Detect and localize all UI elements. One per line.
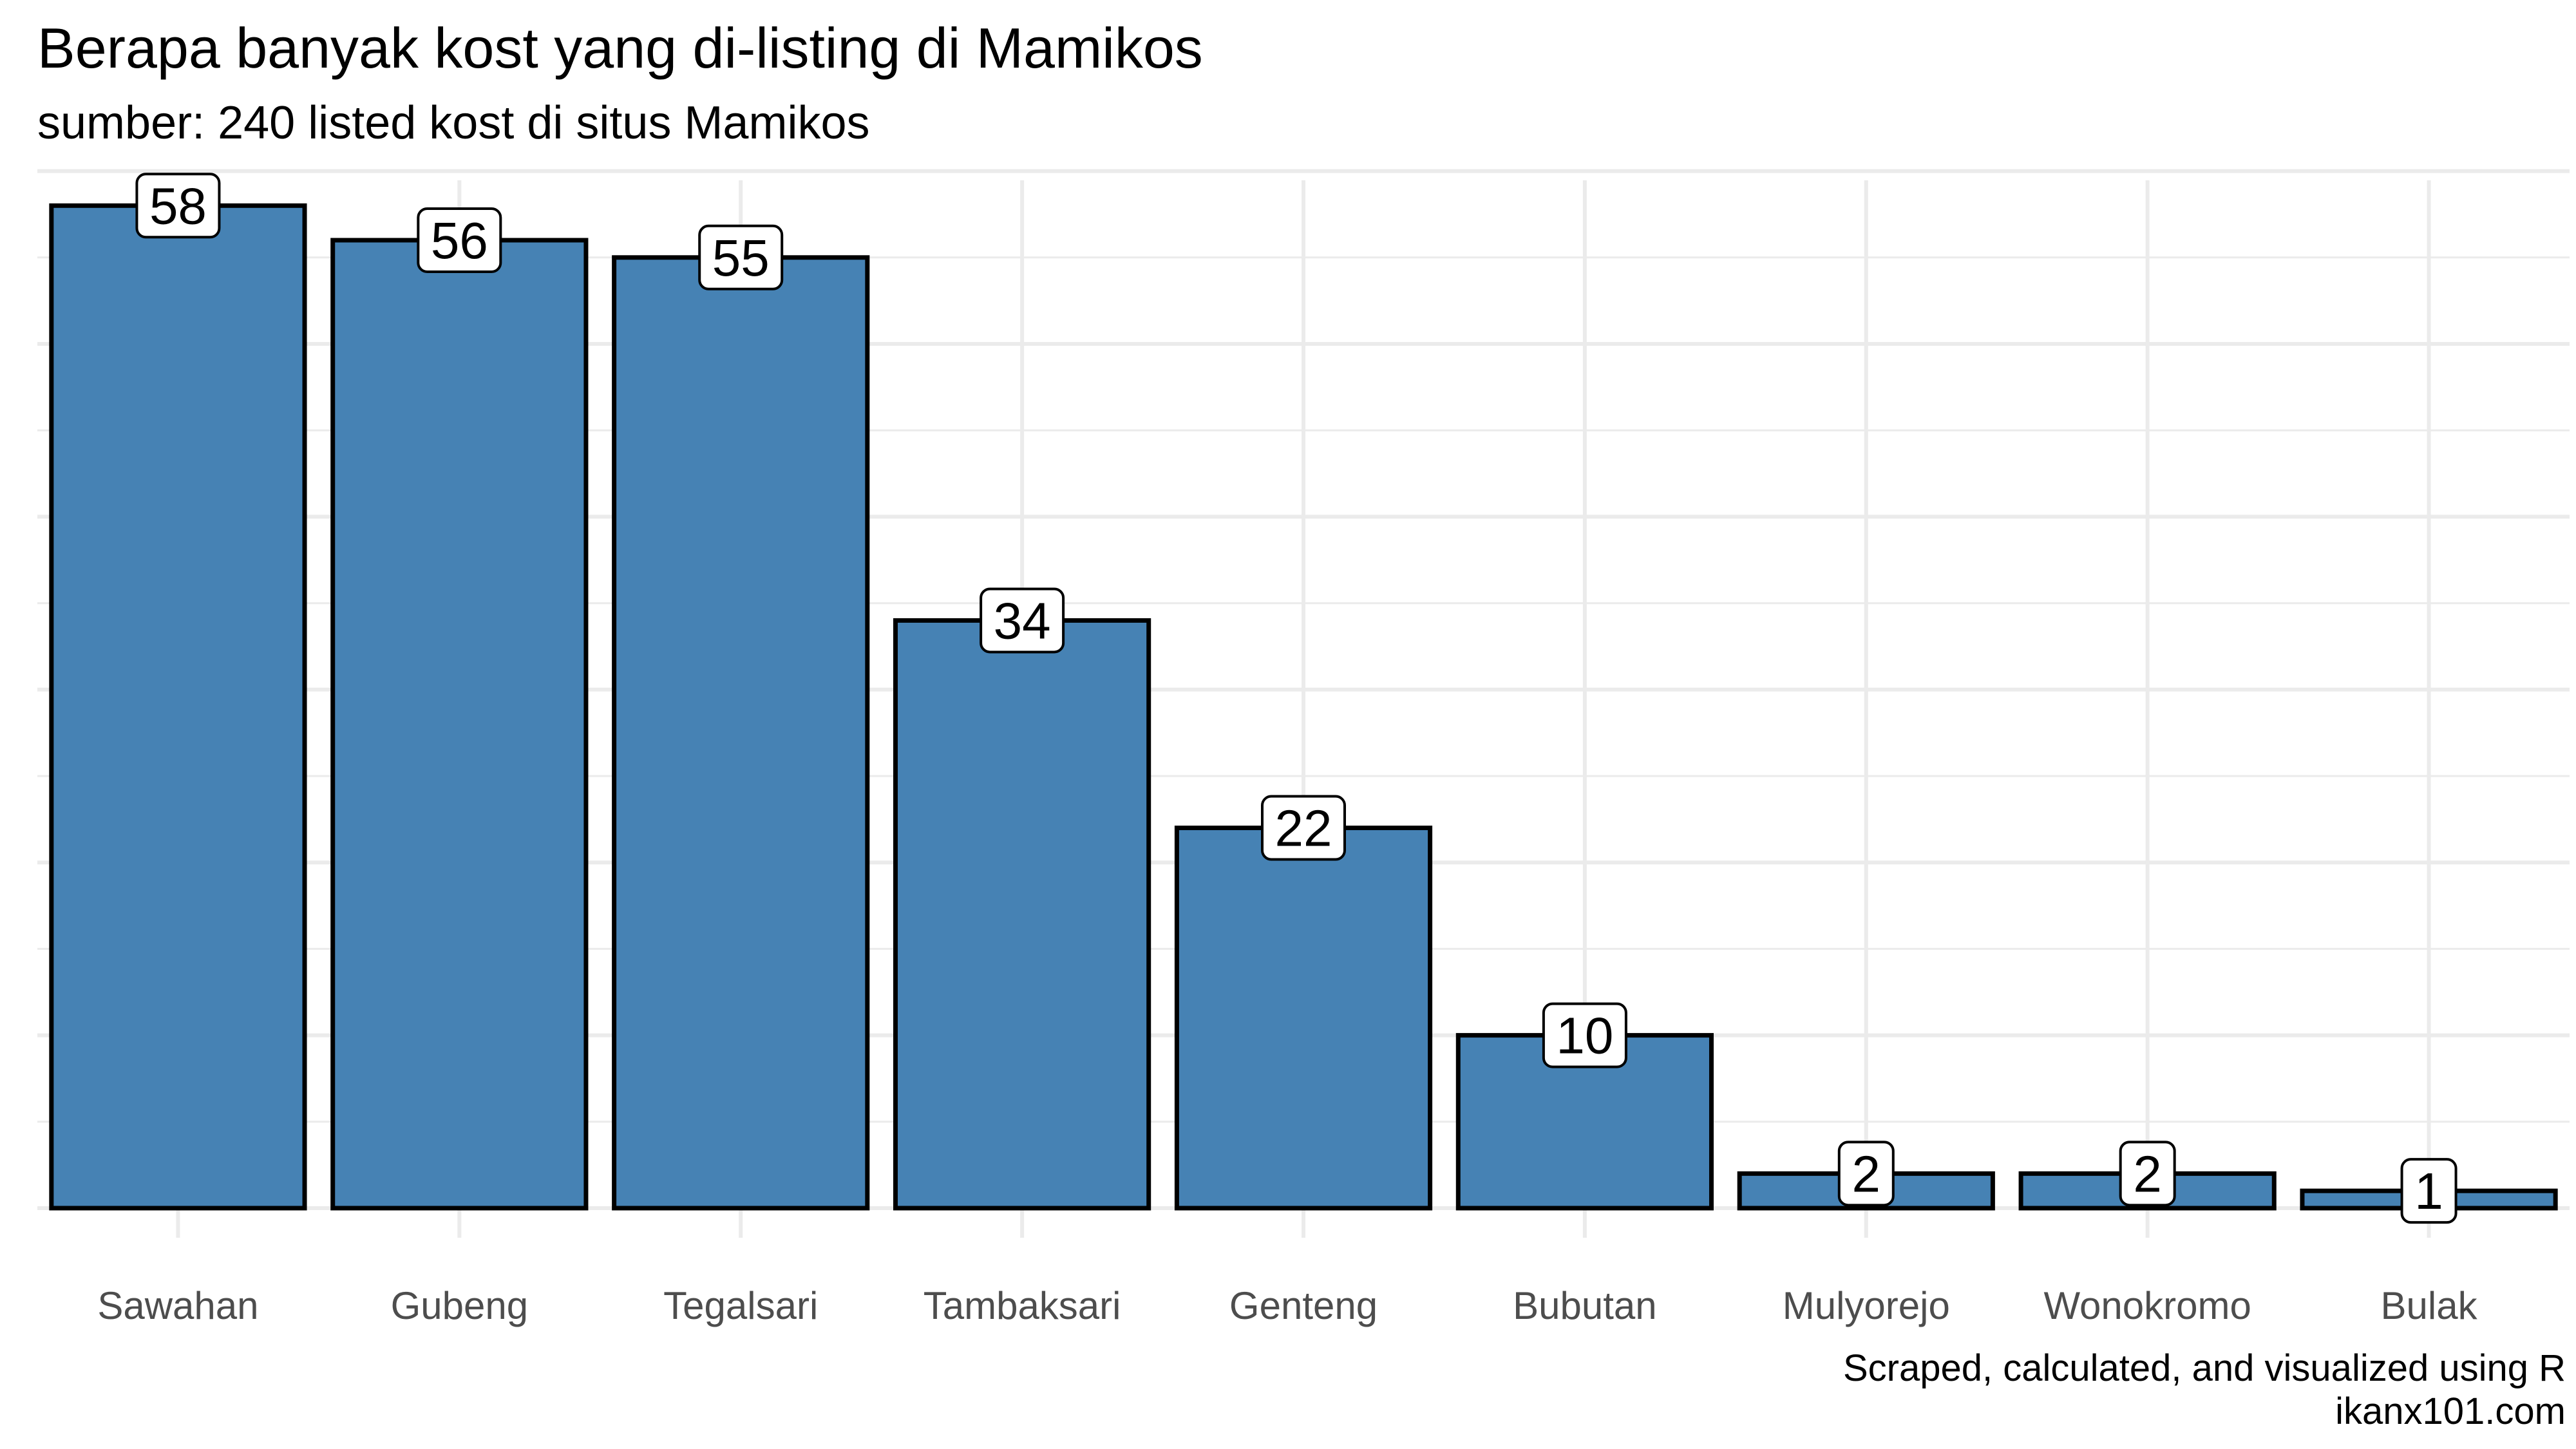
- data-label-text: 2: [1852, 1145, 1881, 1202]
- data-label-mulyorejo: 2: [1837, 1141, 1895, 1207]
- x-tick-label-bubutan: Bubutan: [1513, 1284, 1657, 1327]
- data-label-bubutan: 10: [1542, 1002, 1627, 1068]
- data-label-text: 34: [994, 592, 1051, 649]
- chart-title: Berapa banyak kost yang di-listing di Ma…: [37, 16, 1203, 80]
- bar-gubeng: [330, 238, 589, 1211]
- chart-caption: Scraped, calculated, and visualized usin…: [1843, 1347, 2566, 1433]
- data-label-box: [2400, 1158, 2458, 1224]
- data-label-text: 56: [431, 212, 488, 269]
- chart-subtitle: sumber: 240 listed kost di situs Mamikos: [37, 97, 870, 149]
- data-label-bulak: 1: [2400, 1158, 2458, 1224]
- bar-sawahan: [49, 203, 307, 1211]
- bar-genteng: [1174, 826, 1433, 1211]
- x-tick-label-genteng: Genteng: [1229, 1284, 1378, 1327]
- data-label-box: [1261, 795, 1346, 861]
- data-label-box: [135, 173, 221, 239]
- caption-line-2: ikanx101.com: [2335, 1390, 2566, 1432]
- data-label-box: [1542, 1002, 1627, 1068]
- bar-tegalsari: [612, 255, 870, 1211]
- data-label-wonokromo: 2: [2119, 1141, 2176, 1207]
- data-label-gubeng: 56: [417, 207, 502, 273]
- data-label-sawahan: 58: [135, 173, 221, 239]
- x-tick-label-tegalsari: Tegalsari: [663, 1284, 818, 1327]
- data-label-box: [1837, 1141, 1895, 1207]
- x-tick-label-gubeng: Gubeng: [391, 1284, 529, 1327]
- x-tick-labels: Sawahan Gubeng Tegalsari Tambaksari Genteng B…: [97, 1284, 2477, 1327]
- caption-line-1: Scraped, calculated, and visualized usin…: [1843, 1347, 2566, 1389]
- bars: [49, 203, 2558, 1211]
- data-label-box: [698, 224, 784, 290]
- data-label-text: 10: [1556, 1007, 1613, 1065]
- data-label-text: 1: [2414, 1162, 2443, 1220]
- data-label-genteng: 22: [1261, 795, 1346, 861]
- data-label-tegalsari: 55: [698, 224, 784, 290]
- data-label-tambaksari: 34: [980, 587, 1065, 654]
- x-tick-label-mulyorejo: Mulyorejo: [1783, 1284, 1950, 1327]
- data-label-box: [980, 587, 1065, 654]
- bar-tambaksari: [893, 618, 1151, 1211]
- x-tick-label-bulak: Bulak: [2381, 1284, 2478, 1327]
- x-tick-label-wonokromo: Wonokromo: [2043, 1284, 2251, 1327]
- data-label-text: 2: [2133, 1145, 2162, 1202]
- x-tick-label-tambaksari: Tambaksari: [923, 1284, 1121, 1327]
- x-tick-label-sawahan: Sawahan: [97, 1284, 258, 1327]
- data-label-text: 22: [1275, 800, 1332, 857]
- data-label-text: 55: [712, 229, 770, 287]
- data-label-text: 58: [149, 177, 207, 234]
- data-label-box: [2119, 1141, 2176, 1207]
- data-label-box: [417, 207, 502, 273]
